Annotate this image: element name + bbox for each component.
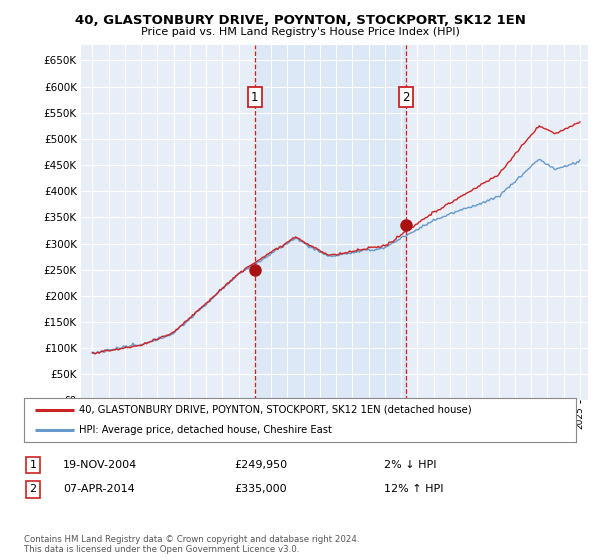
Text: HPI: Average price, detached house, Cheshire East: HPI: Average price, detached house, Ches… xyxy=(79,425,332,435)
Text: 40, GLASTONBURY DRIVE, POYNTON, STOCKPORT, SK12 1EN: 40, GLASTONBURY DRIVE, POYNTON, STOCKPOR… xyxy=(74,14,526,27)
Bar xyxy=(255,45,406,400)
Text: 12% ↑ HPI: 12% ↑ HPI xyxy=(384,484,443,494)
Text: 2: 2 xyxy=(402,91,410,104)
Text: £335,000: £335,000 xyxy=(234,484,287,494)
Text: 07-APR-2014: 07-APR-2014 xyxy=(63,484,135,494)
Text: Price paid vs. HM Land Registry's House Price Index (HPI): Price paid vs. HM Land Registry's House … xyxy=(140,27,460,37)
Text: 1: 1 xyxy=(29,460,37,470)
Text: 2: 2 xyxy=(29,484,37,494)
Text: 1: 1 xyxy=(251,91,259,104)
Text: 19-NOV-2004: 19-NOV-2004 xyxy=(63,460,137,470)
Text: 2% ↓ HPI: 2% ↓ HPI xyxy=(384,460,437,470)
Text: 40, GLASTONBURY DRIVE, POYNTON, STOCKPORT, SK12 1EN (detached house): 40, GLASTONBURY DRIVE, POYNTON, STOCKPOR… xyxy=(79,405,472,415)
Text: Contains HM Land Registry data © Crown copyright and database right 2024.
This d: Contains HM Land Registry data © Crown c… xyxy=(24,535,359,554)
Text: £249,950: £249,950 xyxy=(234,460,287,470)
